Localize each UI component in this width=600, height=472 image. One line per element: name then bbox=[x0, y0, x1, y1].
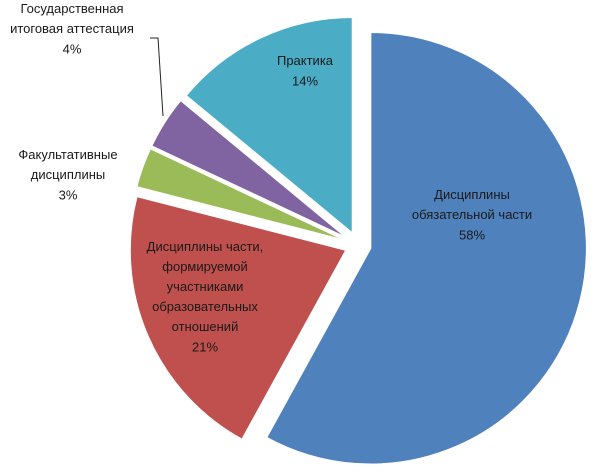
slice-value-label: 3% bbox=[59, 187, 78, 202]
slice-label: Факультативные дисциплины bbox=[18, 147, 117, 182]
pie-slice bbox=[150, 99, 348, 239]
pie-slice bbox=[184, 16, 354, 235]
slice-label: Дисциплины части, формируемой участниками о… bbox=[147, 239, 264, 334]
leader-line bbox=[150, 37, 164, 117]
slice-label: Государственная итоговая аттестация bbox=[10, 1, 134, 36]
slice-value-label: 4% bbox=[63, 41, 82, 56]
slice-value-label: 58% bbox=[459, 227, 485, 242]
slice-label: Практика bbox=[277, 53, 334, 68]
slice-label: Дисциплины обязательной части bbox=[412, 187, 532, 222]
slice-value-label: 14% bbox=[292, 73, 318, 88]
pie-slice bbox=[135, 147, 347, 242]
pie-slice bbox=[265, 31, 588, 465]
pie-slice bbox=[129, 195, 348, 441]
slice-value-label: 21% bbox=[192, 339, 218, 354]
